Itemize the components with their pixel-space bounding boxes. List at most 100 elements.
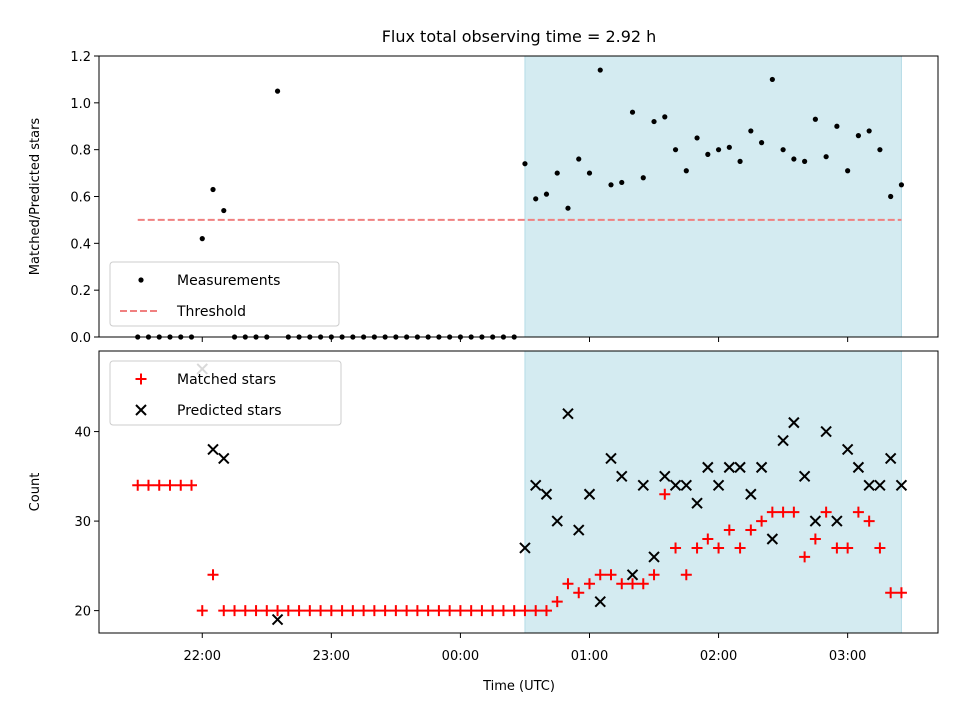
matched-point — [874, 542, 886, 554]
legend-label: Predicted stars — [177, 403, 282, 419]
matched-point — [175, 479, 187, 491]
predicted-point — [723, 461, 736, 474]
legend-box — [109, 360, 342, 426]
predicted-point — [207, 443, 219, 456]
ratio-panel: 0.0 0.2 0.4 0.6 0.8 1.0 1.2 Matched/Predicted s… — [28, 50, 939, 346]
predicted-point — [712, 479, 725, 491]
y-tick-label: 30 — [74, 515, 91, 530]
matched-point — [594, 569, 606, 581]
legend: Measurements Threshold — [109, 261, 340, 327]
predicted-point — [755, 461, 768, 474]
matched-point — [788, 506, 800, 518]
matched-point — [454, 605, 466, 617]
measurement-point — [662, 114, 668, 120]
matched-point — [852, 506, 864, 518]
predicted-point — [605, 452, 617, 465]
predicted-point — [218, 452, 230, 465]
predicted-point — [530, 479, 542, 491]
matched-point — [680, 569, 692, 581]
matched-point — [670, 542, 682, 554]
matched-point — [293, 605, 305, 617]
matched-point — [390, 605, 402, 617]
y-tick-label: 0.6 — [70, 191, 91, 206]
legend-marker-x — [135, 404, 147, 416]
matched-point — [616, 578, 628, 590]
predicted-point — [831, 515, 843, 527]
predicted-point — [616, 470, 628, 483]
matched-point — [519, 605, 531, 617]
measurement-point — [898, 182, 905, 188]
matched-point — [487, 605, 499, 617]
measurement-point — [834, 123, 840, 129]
x-tick-label: 01:00 — [571, 649, 608, 664]
matched-point — [186, 479, 198, 491]
measurement-point — [726, 144, 732, 150]
predicted-point — [863, 479, 875, 491]
predicted-point — [669, 479, 682, 491]
predicted-point — [562, 407, 574, 420]
predicted-point — [540, 488, 553, 500]
shaded-interval — [524, 350, 902, 634]
predicted-point — [884, 452, 897, 465]
matched-point — [153, 479, 165, 491]
matched-point — [196, 605, 208, 617]
predicted-point — [895, 479, 908, 491]
measurement-point — [640, 175, 646, 181]
matched-point — [885, 587, 897, 599]
measurement-point — [597, 67, 603, 73]
measurement-point — [855, 133, 862, 139]
matched-point — [315, 605, 327, 617]
matched-point — [723, 524, 735, 536]
predicted-point — [766, 533, 779, 545]
matched-point — [207, 569, 219, 581]
matched-point — [272, 605, 284, 617]
predicted-point — [874, 479, 886, 491]
measurement-point — [780, 147, 786, 153]
matched-point — [368, 605, 380, 617]
matched-point — [250, 605, 262, 617]
measurement-point — [522, 161, 528, 167]
matched-point — [702, 533, 714, 545]
predicted-point — [745, 488, 757, 500]
matched-point — [573, 587, 585, 599]
matched-point — [465, 605, 477, 617]
matched-point — [422, 605, 434, 617]
matched-point — [540, 605, 552, 617]
matched-point — [336, 605, 348, 617]
measurement-point — [608, 182, 614, 188]
y-tick-label: 0.2 — [70, 284, 91, 299]
matched-point — [766, 506, 778, 518]
matched-point — [895, 587, 907, 599]
matched-point — [713, 542, 725, 554]
matched-point — [379, 605, 391, 617]
predicted-point — [809, 515, 822, 527]
legend-box — [109, 261, 340, 327]
predicted-point — [680, 479, 693, 491]
predicted-point — [798, 470, 811, 483]
matched-point — [304, 605, 316, 617]
matched-point — [358, 605, 370, 617]
matched-point — [691, 542, 703, 554]
matched-point — [218, 605, 230, 617]
matched-point — [820, 506, 832, 518]
matched-point — [239, 605, 251, 617]
measurement-point — [823, 154, 829, 160]
predicted-point — [271, 613, 284, 626]
y-tick-label: 40 — [74, 426, 91, 441]
y-tick-label: 1.2 — [70, 50, 91, 65]
x-tick-label: 23:00 — [313, 649, 350, 664]
x-tick-label: 22:00 — [184, 649, 221, 664]
predicted-point — [519, 542, 531, 554]
measurement-point — [210, 186, 216, 193]
matched-point — [809, 533, 821, 545]
matched-point — [433, 605, 445, 617]
predicted-point — [852, 461, 865, 474]
legend-marker-dot — [138, 277, 144, 283]
legend-marker-plus — [135, 373, 147, 385]
x-tick-label: 03:00 — [829, 649, 866, 664]
matched-point — [842, 542, 854, 554]
series-x — [196, 363, 908, 626]
y-axis-label: Matched/Predicted stars — [28, 118, 43, 276]
measurement-point — [888, 193, 894, 200]
measurement-point — [221, 207, 227, 214]
